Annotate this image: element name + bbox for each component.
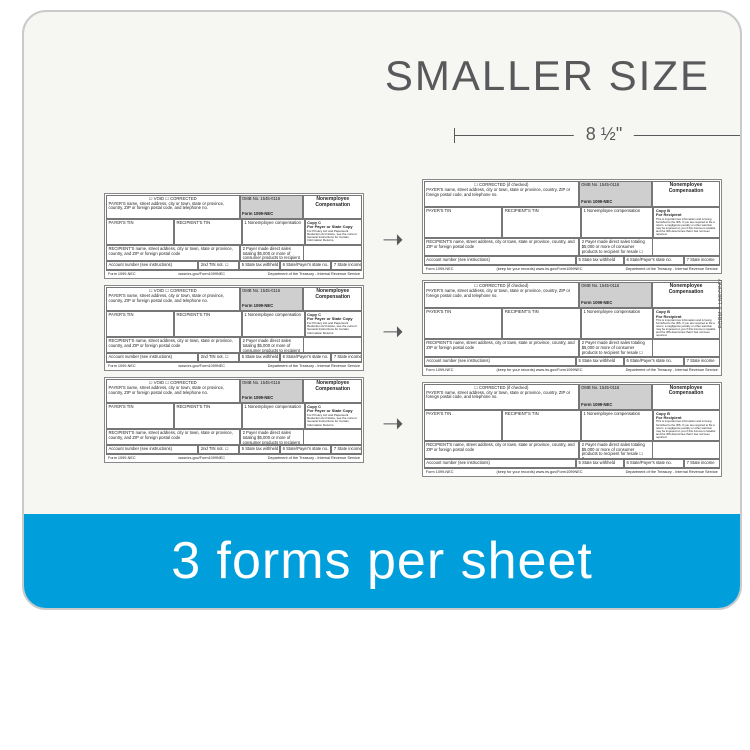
product-card: SMALLER SIZE 8 ½" ☐ VOID ☐ CORRECTED PAY… bbox=[22, 10, 742, 610]
form-footer: Form 1099-NEC www.irs.gov/Form1099NEC De… bbox=[106, 270, 362, 277]
tax-form-left: ☐ VOID ☐ CORRECTED PAYER'S name, street … bbox=[104, 193, 364, 279]
payer-address-label: PAYER'S name, street address, city or to… bbox=[109, 202, 238, 212]
tax-form-left: ☐ VOID ☐ CORRECTED PAYER'S name, street … bbox=[104, 285, 364, 371]
payer-block: ☐ VOID ☐ CORRECTED PAYER'S name, street … bbox=[106, 195, 240, 219]
tax-form-right: ☐ CORRECTED (if checked) PAYER'S name, s… bbox=[422, 280, 722, 375]
width-dimension: 8 ½" bbox=[454, 126, 742, 146]
arrow-icon: ➝ bbox=[382, 410, 404, 436]
arrow-icon: ➝ bbox=[382, 318, 404, 344]
omb-no: OMB No. 1545-0116 bbox=[242, 197, 301, 202]
headline-text: SMALLER SIZE bbox=[24, 52, 710, 100]
copy-cell: Copy C For Payer or State Copy For Priva… bbox=[305, 219, 362, 245]
form-title-cell: Nonemployee Compensation bbox=[303, 195, 362, 219]
payer-tin: PAYER'S TIN bbox=[106, 219, 174, 245]
foot-mid: www.irs.gov/Form1099NEC bbox=[178, 272, 225, 276]
box5: 5 State tax withheld bbox=[239, 261, 280, 270]
foot-left: Form 1099-NEC bbox=[108, 272, 136, 276]
box2: 2 Payer made direct sales totaling $5,00… bbox=[243, 247, 302, 261]
bottom-banner: 3 forms per sheet bbox=[24, 514, 740, 608]
side-form-number: FORM # LNECPAY bbox=[718, 278, 724, 328]
grey-block: OMB No. 1545-0116 Form 1099-NEC bbox=[240, 195, 304, 219]
box1: 1 Nonemployee compensation bbox=[242, 219, 305, 245]
recip-tin: RECIPIENT'S TIN bbox=[174, 219, 242, 245]
box7: 7 State income bbox=[331, 261, 362, 270]
second-tin: 2nd TIN not. ☐ bbox=[198, 261, 239, 270]
forms-area: ☐ VOID ☐ CORRECTED PAYER'S name, street … bbox=[104, 152, 740, 504]
recip-name: RECIPIENT'S name, street address, city o… bbox=[106, 245, 240, 261]
dim-label: 8 ½" bbox=[574, 124, 634, 145]
form-title: Nonemployee Compensation bbox=[306, 197, 360, 209]
box6: 6 State/Payer's state no. bbox=[280, 261, 331, 270]
foot-right: Department of the Treasury - Internal Re… bbox=[268, 272, 360, 276]
form-no: Form 1099-NEC bbox=[242, 212, 301, 217]
left-form-stack: ☐ VOID ☐ CORRECTED PAYER'S name, street … bbox=[104, 193, 364, 463]
box-2-3-4: 2 Payer made direct sales totaling $5,00… bbox=[240, 245, 304, 261]
copy-note: For Privacy Act and Paperwork Reduction … bbox=[307, 230, 359, 243]
arrow-icon: ➝ bbox=[382, 226, 404, 252]
copy-spacer bbox=[304, 245, 362, 261]
tax-form-right: ☐ CORRECTED (if checked) PAYER'S name, s… bbox=[422, 179, 722, 274]
tax-form-right: ☐ CORRECTED (if checked) PAYER'S name, s… bbox=[422, 382, 722, 477]
tax-form-left: ☐ VOID ☐ CORRECTED PAYER'S name, street … bbox=[104, 377, 364, 463]
right-form-stack: ☐ CORRECTED (if checked) PAYER'S name, s… bbox=[422, 179, 722, 477]
acct-no: Account number (see instructions) bbox=[106, 261, 198, 270]
arrow-column: ➝ ➝ ➝ bbox=[382, 226, 404, 436]
